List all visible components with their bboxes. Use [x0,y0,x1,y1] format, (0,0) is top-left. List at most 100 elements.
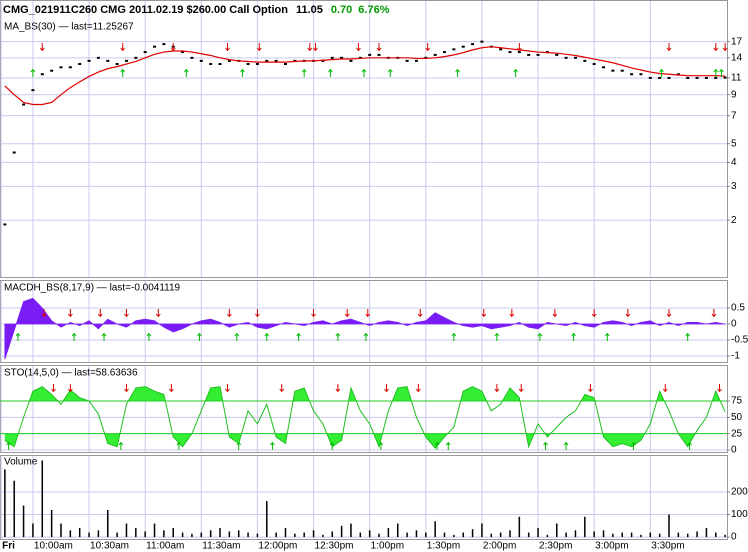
y-tick-label: 9 [731,89,737,100]
buy-arrow [363,332,369,341]
header-text: 6.76% [358,4,389,16]
sell-arrow [155,309,161,318]
legend-label: Volume [4,457,38,468]
volume-bar [60,523,62,538]
price-tick [134,56,138,59]
buy-arrow [30,68,36,77]
volume-bar [237,530,240,538]
header-text: CMG_021911C260 CMG 2011.02.19 $260.00 Ca… [3,4,288,16]
buy-arrow [387,68,393,77]
legend-label: STO(14,5,0) — last=58.63636 [4,368,138,379]
volume-bar [574,530,577,538]
volume-bar [462,532,464,538]
volume-bar [471,529,474,538]
sell-arrow [722,43,728,52]
sell-arrow [225,384,230,393]
volume-bar [144,531,146,538]
buy-arrow [361,68,367,77]
sell-arrow [552,309,558,318]
legend-label: MA_BS(30) — last=11.25267 [4,22,134,33]
price-tick [639,73,643,76]
volume-bar [509,530,511,538]
sell-arrow [481,309,487,318]
buy-arrow [434,441,440,450]
buy-arrow [71,332,77,341]
sell-arrow [307,43,313,52]
volume-bar [715,532,717,538]
price-tick [321,59,325,62]
volume-bar [22,505,25,538]
volume-bar [630,532,633,538]
x-tick-label: Fri [2,541,15,552]
y-tick-label: 4 [731,157,737,168]
volume-bar [621,532,623,538]
volume-bar [434,521,436,538]
buy-arrow [687,441,692,450]
sell-arrow [711,309,717,318]
sell-arrow [384,384,389,393]
x-tick-label: 10:00am [34,541,73,552]
volume-bar [686,533,689,538]
price-tick [686,76,690,79]
sell-arrow [226,309,232,318]
volume-bar [331,531,334,538]
volume-bar [284,528,287,538]
volume-bar [69,530,72,538]
price-tick [274,59,278,62]
volume-bar [696,531,698,538]
price-tick [358,56,362,59]
price-tick [265,59,269,62]
volume-bar [490,533,493,538]
sell-arrow [67,309,73,318]
price-tick [190,56,194,59]
volume-bar [88,532,90,538]
buy-arrow [659,68,664,77]
volume-bar [584,516,586,538]
price-tick [414,59,418,62]
sell-arrow [662,384,668,393]
volume-bar [724,534,726,538]
sell-arrow [509,309,515,318]
sell-arrow [124,309,129,318]
price-tick [96,56,100,59]
price-tick [330,56,334,59]
buy-arrow [197,332,202,341]
volume-bar [406,532,408,538]
buy-arrow [6,441,11,450]
sell-arrow [518,384,524,393]
volume-bar [425,532,427,538]
sell-arrow [356,43,361,52]
price-tick [527,53,531,56]
volume-bar [415,530,418,538]
buy-arrow [718,68,724,77]
price-tick [115,63,119,66]
y-tick-label: 0.5 [731,303,745,314]
price-tick [667,76,671,79]
volume-bar [612,533,614,538]
y-tick-label: 17 [731,36,743,47]
volume-bar [4,469,6,538]
volume-bar [602,530,605,538]
volume-bar [705,528,708,538]
price-tick [50,69,54,72]
sell-arrow [344,309,350,318]
price-tick [536,53,540,56]
volume-bar [443,532,446,538]
volume-bar [228,531,231,538]
volume-bar [181,532,184,538]
y-tick-label: 75 [731,396,743,407]
legend-label: MACDH_BS(8,17,9) — last=-0.0041119 [4,283,181,294]
volume-bar [125,523,128,538]
sell-arrow [516,43,522,52]
volume-bar [546,534,549,538]
volume-bar [677,532,680,538]
price-tick [255,63,259,66]
volume-bar [256,533,259,538]
price-tick [40,73,44,76]
volume-bar [593,531,595,538]
price-tick [368,53,372,56]
buy-arrow [335,332,341,341]
price-tick [78,63,82,66]
buy-arrow [631,441,636,450]
buy-arrow [15,332,21,341]
